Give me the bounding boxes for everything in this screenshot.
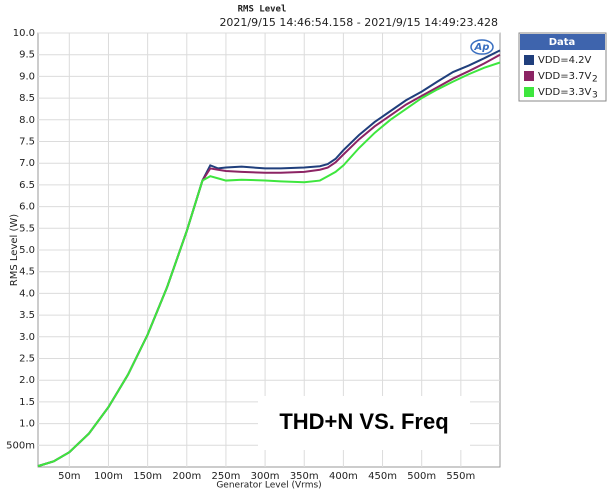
y-tick-label: 3.0 bbox=[19, 332, 35, 343]
legend-label: VDD=3.7V bbox=[538, 71, 592, 82]
y-tick-label: 6.5 bbox=[19, 180, 35, 191]
x-tick-label: 100m bbox=[94, 471, 123, 482]
y-tick-label: 9.5 bbox=[19, 50, 35, 61]
y-tick-label: 8.5 bbox=[19, 93, 35, 104]
y-tick-label: 1.0 bbox=[19, 419, 35, 430]
legend-trace: 2 bbox=[592, 75, 598, 85]
legend-swatch bbox=[524, 71, 534, 81]
legend-swatch bbox=[524, 87, 534, 97]
x-tick-label: 400m bbox=[329, 471, 358, 482]
x-tick-label: 150m bbox=[133, 471, 162, 482]
y-tick-label: 2.0 bbox=[19, 375, 35, 386]
y-tick-label: 2.5 bbox=[19, 354, 35, 365]
y-tick-label: 8.0 bbox=[19, 115, 35, 126]
x-tick-label: 450m bbox=[368, 471, 397, 482]
y-tick-label: 1.5 bbox=[19, 397, 35, 408]
y-tick-label: 7.5 bbox=[19, 137, 35, 148]
y-tick-label: 500m bbox=[6, 440, 35, 451]
line-series bbox=[37, 61, 501, 468]
x-tick-label: 550m bbox=[446, 471, 475, 482]
legend-trace: 3 bbox=[592, 91, 598, 101]
y-tick-label: 4.0 bbox=[19, 288, 35, 299]
legend-label: VDD=4.2V bbox=[538, 55, 592, 66]
y-tick-label: 5.5 bbox=[19, 223, 35, 234]
annotation-box bbox=[258, 396, 470, 450]
logo-badge bbox=[470, 39, 494, 55]
y-tick-label: 9.0 bbox=[19, 71, 35, 82]
y-tick-label: 7.0 bbox=[19, 158, 35, 169]
y-tick-label: 6.0 bbox=[19, 202, 35, 213]
x-tick-label: 200m bbox=[172, 471, 201, 482]
legend-swatch bbox=[524, 55, 534, 65]
legend-header bbox=[520, 34, 605, 50]
x-tick-label: 250m bbox=[212, 471, 241, 482]
logo: Ap bbox=[474, 42, 490, 53]
y-tick-label: 4.5 bbox=[19, 267, 35, 278]
y-tick-label: 10.0 bbox=[13, 28, 35, 39]
x-tick-label: 300m bbox=[251, 471, 280, 482]
chart-title: RMS Level bbox=[238, 5, 287, 15]
legend-label: VDD=3.3V bbox=[538, 87, 592, 98]
annotation: THD+N VS. Freq bbox=[279, 409, 448, 434]
x-tick-label: 50m bbox=[58, 471, 80, 482]
x-tick-label: 500m bbox=[407, 471, 436, 482]
chart-subtitle: 2021/9/15 14:46:54.158 - 2021/9/15 14:49… bbox=[219, 16, 498, 29]
y-tick-label: 3.5 bbox=[19, 310, 35, 321]
x-axis-label: Generator Level (Vrms) bbox=[216, 481, 321, 491]
legend-title: Data bbox=[549, 37, 576, 48]
y-tick-label: 5.0 bbox=[19, 245, 35, 256]
x-tick-label: 350m bbox=[290, 471, 319, 482]
y-axis-label: RMS Level (W) bbox=[9, 214, 20, 286]
